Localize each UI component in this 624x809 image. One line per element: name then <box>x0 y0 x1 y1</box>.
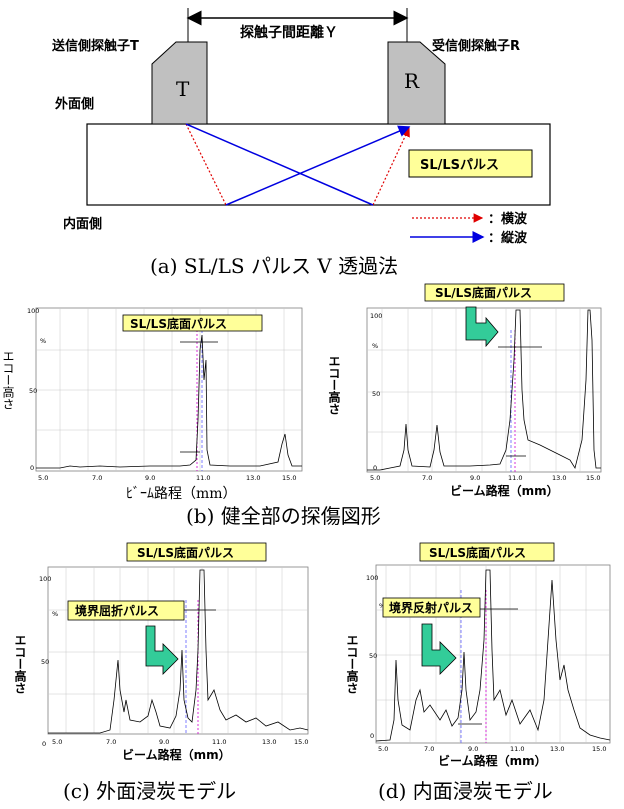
ytick: 100 <box>370 312 382 320</box>
x-axis-label: ビーム路程（mm） <box>450 483 559 498</box>
pulse-box <box>408 149 533 178</box>
annotation-label: SL/LS底面パルス <box>137 545 234 560</box>
ytick: 50 <box>372 390 380 398</box>
caption-d: (d) 内面浸炭モデル <box>378 779 553 803</box>
pointer-arrow <box>145 625 179 675</box>
x-axis-label: ﾋﾞｰﾑ路程（mm） <box>126 486 237 502</box>
xtick: 7.0 <box>424 745 434 753</box>
pct-mark: % <box>372 342 378 350</box>
longitudinal-wave-down <box>185 123 374 206</box>
chart-b-right: 100 50 0 % 5.0 7.0 9.0 11.0 13.0 15.0 SL… <box>327 283 602 498</box>
xtick: 9.0 <box>470 474 480 482</box>
annotation-box <box>126 542 267 562</box>
y-axis-label: エコー高さ <box>345 634 359 694</box>
xtick: 5.0 <box>370 474 380 482</box>
xtick: 13.0 <box>552 474 566 482</box>
x-axis-label: ビーム路程（mm） <box>438 753 547 768</box>
annotation-box <box>424 283 565 302</box>
ytick: 50 <box>41 658 49 666</box>
annotation-box-2 <box>67 600 185 621</box>
chart-c: 100 50 0 % 5.0 7.0 9.0 11.0 13.0 15.0 SL… <box>13 542 309 762</box>
xtick: 11.0 <box>510 745 524 753</box>
outer-side-label: 外面側 <box>54 96 94 112</box>
caption-a: (a) SL/LS パルス V 透過法 <box>150 254 398 278</box>
xtick: 9.0 <box>145 474 155 482</box>
ytick: 100 <box>27 307 39 315</box>
xtick: 13.0 <box>550 745 564 753</box>
v-transmission-diagram: 探触子間距離Ｙ 送信側探触子T 受信側探触子R T R 外面側 内面側 SL/L… <box>51 8 551 278</box>
caption-c: (c) 外面浸炭モデル <box>63 779 236 803</box>
xtick: 15.0 <box>592 745 606 753</box>
transmit-probe-label: 送信側探触子T <box>51 38 139 54</box>
xtick: 15.0 <box>294 738 308 746</box>
legend-transverse-label: ：横波 <box>488 211 528 227</box>
annotation-box <box>122 314 263 332</box>
xtick: 5.0 <box>378 745 388 753</box>
echo-waveform <box>375 569 611 742</box>
y-axis-label: エコー高さ <box>13 634 27 694</box>
ytick: 100 <box>39 575 51 583</box>
annotation-label-2: 境界反射パルス <box>389 600 473 615</box>
xtick: 9.0 <box>159 738 169 746</box>
chart-b-left: 100 50 0 % 5.0 7.0 9.0 11.0 13.0 15.0 SL… <box>1 307 303 502</box>
chart-d: 100 50 0 % 5.0 7.0 9.0 11.0 13.0 15.0 SL… <box>345 542 611 768</box>
echo-waveform <box>367 309 601 471</box>
pct-mark: % <box>40 337 46 345</box>
xtick: 13.0 <box>246 474 260 482</box>
ytick: 100 <box>366 574 378 582</box>
caption-b: (b) 健全部の探傷図形 <box>186 504 381 528</box>
annotation-box <box>419 542 555 562</box>
probe-r-letter: R <box>404 69 420 93</box>
xtick: 11.0 <box>508 474 522 482</box>
annotation-label: SL/LS底面パルス <box>130 316 227 331</box>
ytick: 0 <box>373 464 377 472</box>
ytick: 0 <box>370 732 374 740</box>
receive-probe-label: 受信側探触子R <box>432 38 520 54</box>
ytick: 0 <box>30 464 34 472</box>
transmit-probe <box>151 41 208 125</box>
xtick: 5.0 <box>38 474 48 482</box>
annotation-label-2: 境界屈折パルス <box>75 603 159 618</box>
xtick: 7.0 <box>422 474 432 482</box>
xtick: 7.0 <box>92 474 102 482</box>
xtick: 15.0 <box>282 474 296 482</box>
annotation-box-2 <box>382 597 481 618</box>
pointer-arrow <box>421 623 457 675</box>
probe-t-letter: T <box>176 77 190 101</box>
xtick: 11.0 <box>212 738 226 746</box>
y-axis-label: エコー高さ <box>327 355 341 415</box>
xtick: 11.0 <box>196 474 210 482</box>
echo-waveform <box>48 569 309 734</box>
y-axis-label: エコー高さ <box>1 350 15 410</box>
pct-mark: % <box>52 610 58 618</box>
receive-probe <box>387 41 446 125</box>
annotation-label: SL/LS底面パルス <box>429 545 526 560</box>
annotation-label: SL/LS底面パルス <box>435 285 532 300</box>
transverse-wave-left <box>185 123 227 206</box>
pct-mark: % <box>379 602 385 610</box>
legend-longitudinal-label: ：縦波 <box>488 230 528 246</box>
ytick: 50 <box>369 652 377 660</box>
pulse-box-label: SL/LSパルス <box>420 158 499 173</box>
inner-side-label: 内面側 <box>63 216 102 232</box>
xtick: 5.0 <box>52 738 62 746</box>
echo-waveform <box>36 334 302 469</box>
pointer-arrow <box>465 306 499 348</box>
xtick: 7.0 <box>106 738 116 746</box>
probe-distance-label: 探触子間距離Ｙ <box>240 24 338 41</box>
xtick: 9.0 <box>468 745 478 753</box>
x-axis-label: ビーム路程（mm） <box>122 747 231 762</box>
ytick: 50 <box>29 387 37 395</box>
xtick: 13.0 <box>262 738 276 746</box>
xtick: 15.0 <box>586 474 600 482</box>
longitudinal-wave-up <box>225 125 411 206</box>
ytick: 0 <box>42 740 46 748</box>
